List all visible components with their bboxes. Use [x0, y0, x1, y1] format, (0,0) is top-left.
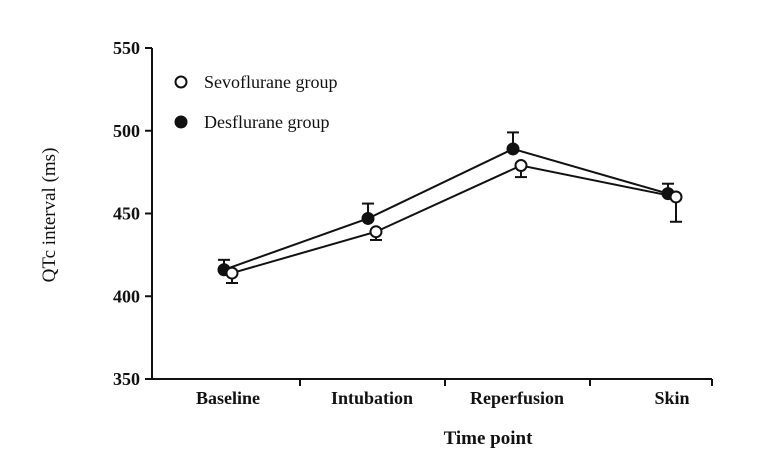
legend-marker-sevoflurane [174, 75, 188, 89]
data-point-sevoflurane [514, 159, 528, 173]
data-point-desflurane [361, 211, 375, 225]
series-line-sevoflurane [231, 164, 677, 275]
x-axis-title: Time point [444, 428, 534, 449]
x-tick-label: Baseline [196, 388, 260, 408]
y-tick-label: 550 [113, 38, 140, 58]
series-line-desflurane [223, 147, 669, 271]
axes [151, 48, 712, 380]
x-tick-label: Skin [654, 388, 689, 408]
data-point-sevoflurane [669, 190, 683, 204]
legend-label: Desflurane group [204, 112, 329, 132]
y-tick-label: 350 [113, 369, 140, 389]
x-axis-ticks: Baseline Intubation Reperfusion Skin [196, 379, 713, 408]
legend-label: Sevoflurane group [204, 72, 337, 92]
data-point-sevoflurane [225, 266, 239, 280]
x-tick-label: Intubation [331, 388, 413, 408]
y-tick-label: 450 [113, 204, 140, 224]
y-axis-ticks: 350 400 450 500 550 [113, 38, 152, 389]
y-tick-label: 500 [113, 121, 140, 141]
legend: Sevoflurane group Desflurane group [174, 72, 337, 132]
data-point-sevoflurane [369, 225, 383, 239]
data-point-desflurane [506, 142, 520, 156]
y-axis-title: QTc interval (ms) [39, 148, 60, 283]
y-tick-label: 400 [113, 286, 140, 306]
series-layer [217, 131, 683, 285]
legend-marker-desflurane [174, 115, 188, 129]
x-tick-label: Reperfusion [470, 388, 564, 408]
